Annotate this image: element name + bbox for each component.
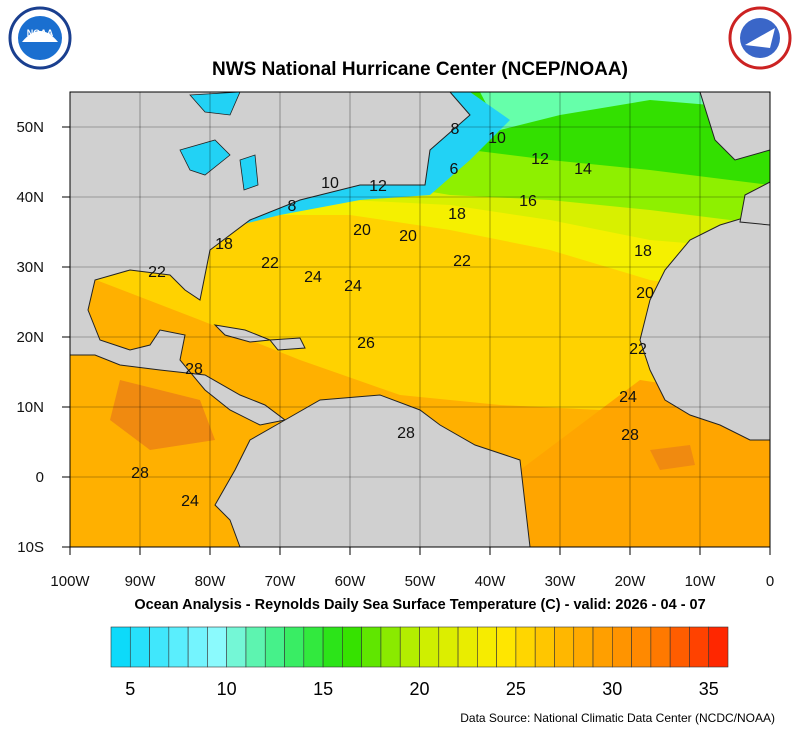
colorbar-cell	[631, 626, 652, 668]
contour-label: 6	[450, 161, 459, 178]
title: NWS National Hurricane Center (NCEP/NOAA…	[212, 59, 628, 80]
contour-label: 14	[574, 161, 592, 178]
svg-text:NOAA: NOAA	[27, 28, 54, 38]
x-tick-label: 0	[766, 573, 774, 590]
contour-label: 8	[288, 198, 297, 215]
contour-label: 28	[185, 361, 203, 378]
y-tick-label: 20N	[16, 329, 44, 346]
x-tick-label: 40W	[475, 573, 507, 590]
contour-label: 28	[621, 427, 639, 444]
colorbar-cell	[226, 626, 247, 668]
colorbar-cell	[457, 626, 478, 668]
x-tick-label: 80W	[195, 573, 227, 590]
nws-logo	[728, 6, 792, 70]
colorbar-cell	[264, 626, 285, 668]
colorbar-cell	[438, 626, 459, 668]
colorbar-tick-label: 20	[409, 679, 429, 699]
contour-label: 20	[353, 222, 371, 239]
colorbar-cell	[669, 626, 690, 668]
contour-label: 26	[357, 335, 375, 352]
colorbar-tick-label: 35	[699, 679, 719, 699]
colorbar-cell	[245, 626, 266, 668]
y-tick-label: 50N	[16, 119, 44, 136]
colorbar-cell	[592, 626, 613, 668]
colorbar-cell	[689, 626, 710, 668]
lakes	[179, 92, 259, 191]
colorbar-cell	[303, 626, 324, 668]
colorbar-cell	[110, 626, 131, 668]
colorbar-cell	[708, 626, 729, 668]
contour-label: 10	[321, 175, 339, 192]
contour-label: 12	[369, 178, 387, 195]
colorbar-cell	[399, 626, 420, 668]
colorbar-cell	[380, 626, 401, 668]
contour-label: 24	[181, 493, 199, 510]
colorbar-tick-label: 25	[506, 679, 526, 699]
y-tick-label: 0	[36, 469, 44, 486]
contour-label: 18	[634, 243, 652, 260]
colorbar-cell	[554, 626, 575, 668]
colorbar-cell	[284, 626, 305, 668]
contour-label: 24	[304, 269, 322, 286]
x-tick-label: 10W	[685, 573, 717, 590]
noaa-logo: NOAA	[8, 6, 72, 70]
colorbar-cell	[322, 626, 343, 668]
contour-label: 20	[399, 228, 417, 245]
contour-label: 24	[619, 389, 637, 406]
y-tick-label: 40N	[16, 189, 44, 206]
x-tick-label: 20W	[615, 573, 647, 590]
x-tick-label: 60W	[335, 573, 367, 590]
colorbar-cell	[496, 626, 517, 668]
contour-label: 22	[453, 253, 471, 270]
contour-label: 28	[397, 425, 415, 442]
colorbar-cell	[168, 626, 189, 668]
colorbar-tick-label: 5	[125, 679, 135, 699]
colorbar-tick-label: 10	[217, 679, 237, 699]
contour-label: 20	[636, 285, 654, 302]
colorbar-cell	[612, 626, 632, 668]
contour-label: 10	[488, 130, 506, 147]
land	[70, 92, 770, 547]
colorbar-cell	[650, 626, 671, 668]
contour-label: 28	[131, 465, 149, 482]
x-tick-label: 100W	[50, 573, 90, 590]
colorbar-cell	[534, 626, 555, 668]
caption: Ocean Analysis - Reynolds Daily Sea Surf…	[134, 597, 705, 613]
colorbar-cell	[342, 626, 362, 668]
x-tick-label: 90W	[125, 573, 157, 590]
y-tick-label: 30N	[16, 259, 44, 276]
contour-label: 16	[519, 193, 537, 210]
contour-label: 18	[215, 236, 233, 253]
colorbar-cell	[187, 626, 208, 668]
colorbar-cell	[477, 626, 497, 668]
colorbar-tick-label: 30	[602, 679, 622, 699]
colorbar-cell	[207, 626, 227, 668]
contour-label: 22	[261, 255, 279, 272]
x-tick-label: 70W	[265, 573, 297, 590]
contour-label: 22	[629, 341, 647, 358]
y-tick-label: 10S	[17, 539, 44, 556]
x-tick-label: 50W	[405, 573, 437, 590]
x-tick-label: 30W	[545, 573, 577, 590]
contour-label: 24	[344, 278, 362, 295]
colorbar-tick-label: 15	[313, 679, 333, 699]
contour-label: 22	[148, 264, 166, 281]
data-source: Data Source: National Climatic Data Cent…	[460, 711, 775, 725]
colorbar-cell	[573, 626, 594, 668]
colorbar-cell	[129, 626, 150, 668]
colorbar-cell	[149, 626, 170, 668]
y-tick-label: 10N	[16, 399, 44, 416]
contour-label: 8	[451, 121, 460, 138]
colorbar-cell	[419, 626, 440, 668]
colorbar-cell	[515, 626, 536, 668]
colorbar-cell	[361, 626, 382, 668]
contour-label: 12	[531, 151, 549, 168]
contour-label: 18	[448, 206, 466, 223]
